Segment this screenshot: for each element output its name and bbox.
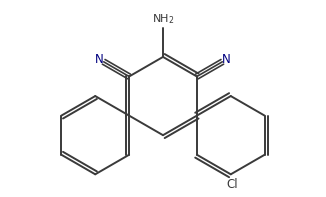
Text: NH$_2$: NH$_2$	[152, 13, 174, 26]
Text: N: N	[222, 53, 231, 66]
Text: N: N	[95, 53, 104, 66]
Text: Cl: Cl	[226, 178, 238, 191]
